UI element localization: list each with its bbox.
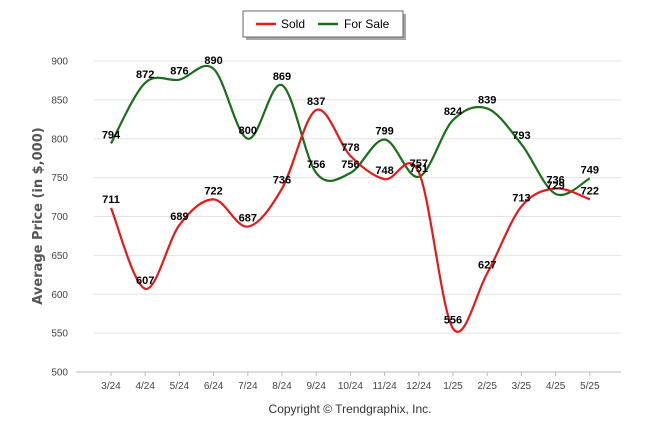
data-label-for-sale: 729 xyxy=(546,180,564,192)
data-label-sold: 713 xyxy=(512,192,530,204)
data-label-for-sale: 793 xyxy=(512,130,530,142)
data-label-for-sale: 756 xyxy=(307,159,325,171)
y-axis-title: Average Price (in $,000) xyxy=(31,127,46,304)
data-label-sold: 748 xyxy=(375,165,393,177)
data-label-for-sale: 751 xyxy=(410,163,428,175)
data-label-for-sale: 876 xyxy=(170,66,188,78)
data-label-sold: 627 xyxy=(478,259,496,271)
series-line-sold xyxy=(109,108,591,333)
x-tick-label: 1/25 xyxy=(443,381,463,392)
legend-label-sold: Sold xyxy=(281,17,305,31)
y-tick-label: 500 xyxy=(51,368,68,379)
data-label-for-sale: 890 xyxy=(204,55,222,67)
y-tick-label: 700 xyxy=(51,212,68,223)
data-label-sold: 687 xyxy=(239,213,257,225)
data-label-for-sale: 839 xyxy=(478,94,496,106)
data-label-sold: 837 xyxy=(307,96,325,108)
grid-lines xyxy=(94,60,621,334)
data-label-sold: 778 xyxy=(341,142,359,154)
x-tick-label: 6/24 xyxy=(204,381,224,392)
data-label-for-sale: 749 xyxy=(581,164,599,176)
data-label-for-sale: 800 xyxy=(239,125,257,137)
x-tick-label: 5/25 xyxy=(580,381,600,392)
x-tick-label: 3/25 xyxy=(512,381,532,392)
data-label-for-sale: 824 xyxy=(444,106,463,118)
legend: Sold For Sale xyxy=(242,10,406,40)
data-label-for-sale: 799 xyxy=(375,126,393,138)
x-tick-label: 12/24 xyxy=(406,381,431,392)
y-tick-label: 650 xyxy=(51,251,68,262)
x-tick-label: 10/24 xyxy=(338,381,363,392)
y-tick-label: 800 xyxy=(51,134,68,145)
data-label-for-sale: 872 xyxy=(136,69,154,81)
data-labels: 794 872 876 890 800 869 756 756 799 751 824 839 793 7… xyxy=(102,55,599,327)
copyright-footer: Copyright © Trendgraphix, Inc. xyxy=(269,402,432,416)
x-axis-ticks: 3/24 4/24 5/24 6/24 7/24 8/24 9/24 10/24 11/24 12… xyxy=(101,372,600,392)
data-label-sold: 556 xyxy=(444,314,462,326)
data-label-sold: 722 xyxy=(581,185,599,197)
data-label-sold: 711 xyxy=(102,194,120,206)
y-axis-ticks: 500 550 600 650 700 750 800 850 900 xyxy=(51,57,68,379)
x-tick-label: 5/24 xyxy=(170,381,190,392)
series-lines xyxy=(109,64,591,333)
x-tick-label: 9/24 xyxy=(306,381,326,392)
data-label-sold: 757 xyxy=(410,158,428,170)
x-tick-label: 8/24 xyxy=(272,381,292,392)
data-label-for-sale: 869 xyxy=(273,71,291,83)
data-label-sold: 736 xyxy=(546,175,564,187)
y-tick-label: 900 xyxy=(51,57,68,68)
x-tick-label: 3/24 xyxy=(101,381,121,392)
x-tick-label: 11/24 xyxy=(372,381,397,392)
data-label-sold: 607 xyxy=(136,275,154,287)
x-tick-label: 2/25 xyxy=(477,381,497,392)
series-line-for-sale xyxy=(110,64,591,197)
data-label-sold: 736 xyxy=(273,175,291,187)
data-label-sold: 722 xyxy=(204,185,222,197)
y-tick-label: 750 xyxy=(51,173,68,184)
y-tick-label: 600 xyxy=(51,290,68,301)
data-label-for-sale: 756 xyxy=(341,159,359,171)
data-label-for-sale: 794 xyxy=(102,129,121,141)
x-tick-label: 7/24 xyxy=(238,381,258,392)
y-tick-label: 550 xyxy=(51,329,68,340)
y-tick-label: 850 xyxy=(51,95,68,106)
legend-label-for-sale: For Sale xyxy=(344,17,390,31)
x-tick-label: 4/24 xyxy=(135,381,155,392)
x-tick-label: 4/25 xyxy=(546,381,566,392)
data-label-sold: 689 xyxy=(170,211,188,223)
